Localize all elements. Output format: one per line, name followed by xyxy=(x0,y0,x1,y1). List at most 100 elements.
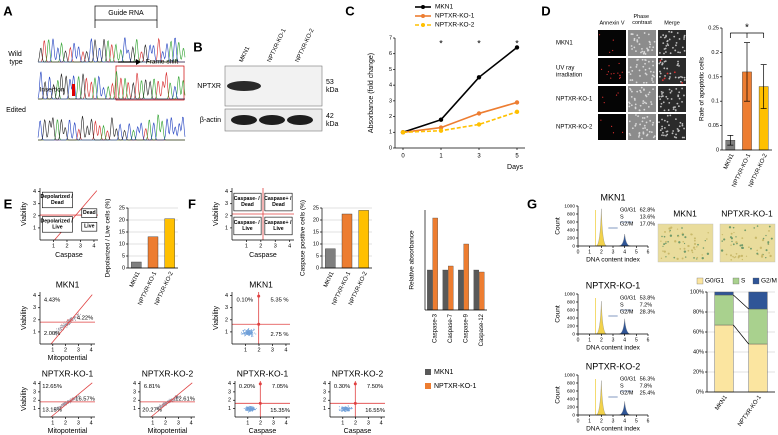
event xyxy=(349,407,351,409)
cell xyxy=(644,68,647,71)
event xyxy=(252,335,254,337)
x-axis-label: Caspase xyxy=(249,252,277,259)
y-tick-label: 1 xyxy=(225,225,228,231)
cell xyxy=(619,77,621,79)
cell xyxy=(644,53,647,55)
x-tick-label: 1 xyxy=(245,243,248,249)
quadrant-box xyxy=(264,216,293,236)
cell xyxy=(651,79,653,81)
gate-node xyxy=(257,322,261,326)
cell xyxy=(629,73,632,76)
event xyxy=(175,398,177,400)
cell xyxy=(650,101,652,103)
x-tick-label: 2 xyxy=(64,420,67,426)
plot-title: MKN1 xyxy=(56,279,80,289)
cell xyxy=(635,114,637,116)
cell xyxy=(697,243,699,246)
bar xyxy=(427,269,433,311)
event xyxy=(253,409,255,411)
cell xyxy=(631,33,633,36)
cell xyxy=(631,127,634,130)
cell xyxy=(681,46,684,49)
x-tick-label: 4 xyxy=(284,347,287,353)
cell xyxy=(669,114,672,117)
text-line: 42 xyxy=(326,113,336,120)
cell xyxy=(639,89,642,92)
point xyxy=(514,100,520,105)
cell xyxy=(641,50,644,53)
x-tick-label: 3 xyxy=(77,420,80,426)
percent-label: 20.27% xyxy=(142,407,162,413)
y-tick-label: 0.15 xyxy=(708,74,719,80)
y-tick-label: 1000 xyxy=(564,372,575,378)
cell xyxy=(741,244,744,247)
cell xyxy=(642,127,644,130)
phase-percent: 25.4% xyxy=(640,390,656,396)
cell xyxy=(761,239,765,242)
quadrant-box xyxy=(233,216,262,236)
x-tick-label: 2 xyxy=(600,337,603,343)
y-tick-label: 6 xyxy=(389,51,392,57)
point xyxy=(438,125,444,130)
panel-letter: G xyxy=(527,196,537,211)
quadrant-box xyxy=(42,191,73,209)
cell xyxy=(638,43,641,46)
x-tick-label: 1 xyxy=(588,418,591,424)
cell xyxy=(687,249,690,252)
gate-node xyxy=(258,382,262,386)
cell xyxy=(629,66,632,69)
text-line: Wild xyxy=(8,51,24,58)
event xyxy=(63,325,65,327)
event xyxy=(339,410,341,412)
cell xyxy=(667,109,670,111)
text-line: Live xyxy=(52,225,62,231)
cell xyxy=(652,74,654,77)
point xyxy=(476,122,482,127)
event xyxy=(249,410,251,412)
y-tick-label: 3 xyxy=(225,305,228,311)
cell xyxy=(768,252,770,254)
x-tick-label: 3 xyxy=(612,418,615,424)
event xyxy=(345,411,347,413)
event xyxy=(247,410,249,412)
x-tick-label: 1 xyxy=(588,249,591,255)
cell xyxy=(617,92,619,94)
x-axis-label: Days xyxy=(507,164,523,171)
cell xyxy=(636,90,639,93)
cell xyxy=(618,62,620,65)
insertion-label: Insertion xyxy=(40,87,65,94)
cell xyxy=(667,241,669,243)
event xyxy=(59,326,61,328)
event xyxy=(248,331,250,333)
event xyxy=(252,408,254,410)
cell xyxy=(663,52,665,55)
event xyxy=(243,333,245,335)
event xyxy=(252,409,254,411)
y-tick-label: 4 xyxy=(133,381,136,387)
event xyxy=(158,405,160,407)
cell xyxy=(628,102,631,105)
legend-label: NPTXR-KO-2 xyxy=(435,22,475,29)
cell xyxy=(621,131,624,133)
cell xyxy=(745,255,748,257)
cell xyxy=(662,101,665,104)
event xyxy=(252,406,254,408)
event xyxy=(342,409,344,411)
event xyxy=(80,313,82,315)
event xyxy=(249,330,251,332)
cell xyxy=(677,235,680,238)
cell xyxy=(679,51,681,54)
cell xyxy=(628,71,630,74)
x-tick-label: Caspase-7 xyxy=(448,313,454,343)
event xyxy=(243,331,245,333)
micrograph xyxy=(628,86,656,112)
cell xyxy=(643,101,646,104)
cell xyxy=(659,61,662,64)
cell xyxy=(619,74,621,77)
cell xyxy=(765,256,767,259)
event xyxy=(59,406,61,408)
event xyxy=(245,408,247,410)
cell xyxy=(665,51,667,53)
cell xyxy=(658,95,661,98)
y-tick-label: 3 xyxy=(33,305,36,311)
